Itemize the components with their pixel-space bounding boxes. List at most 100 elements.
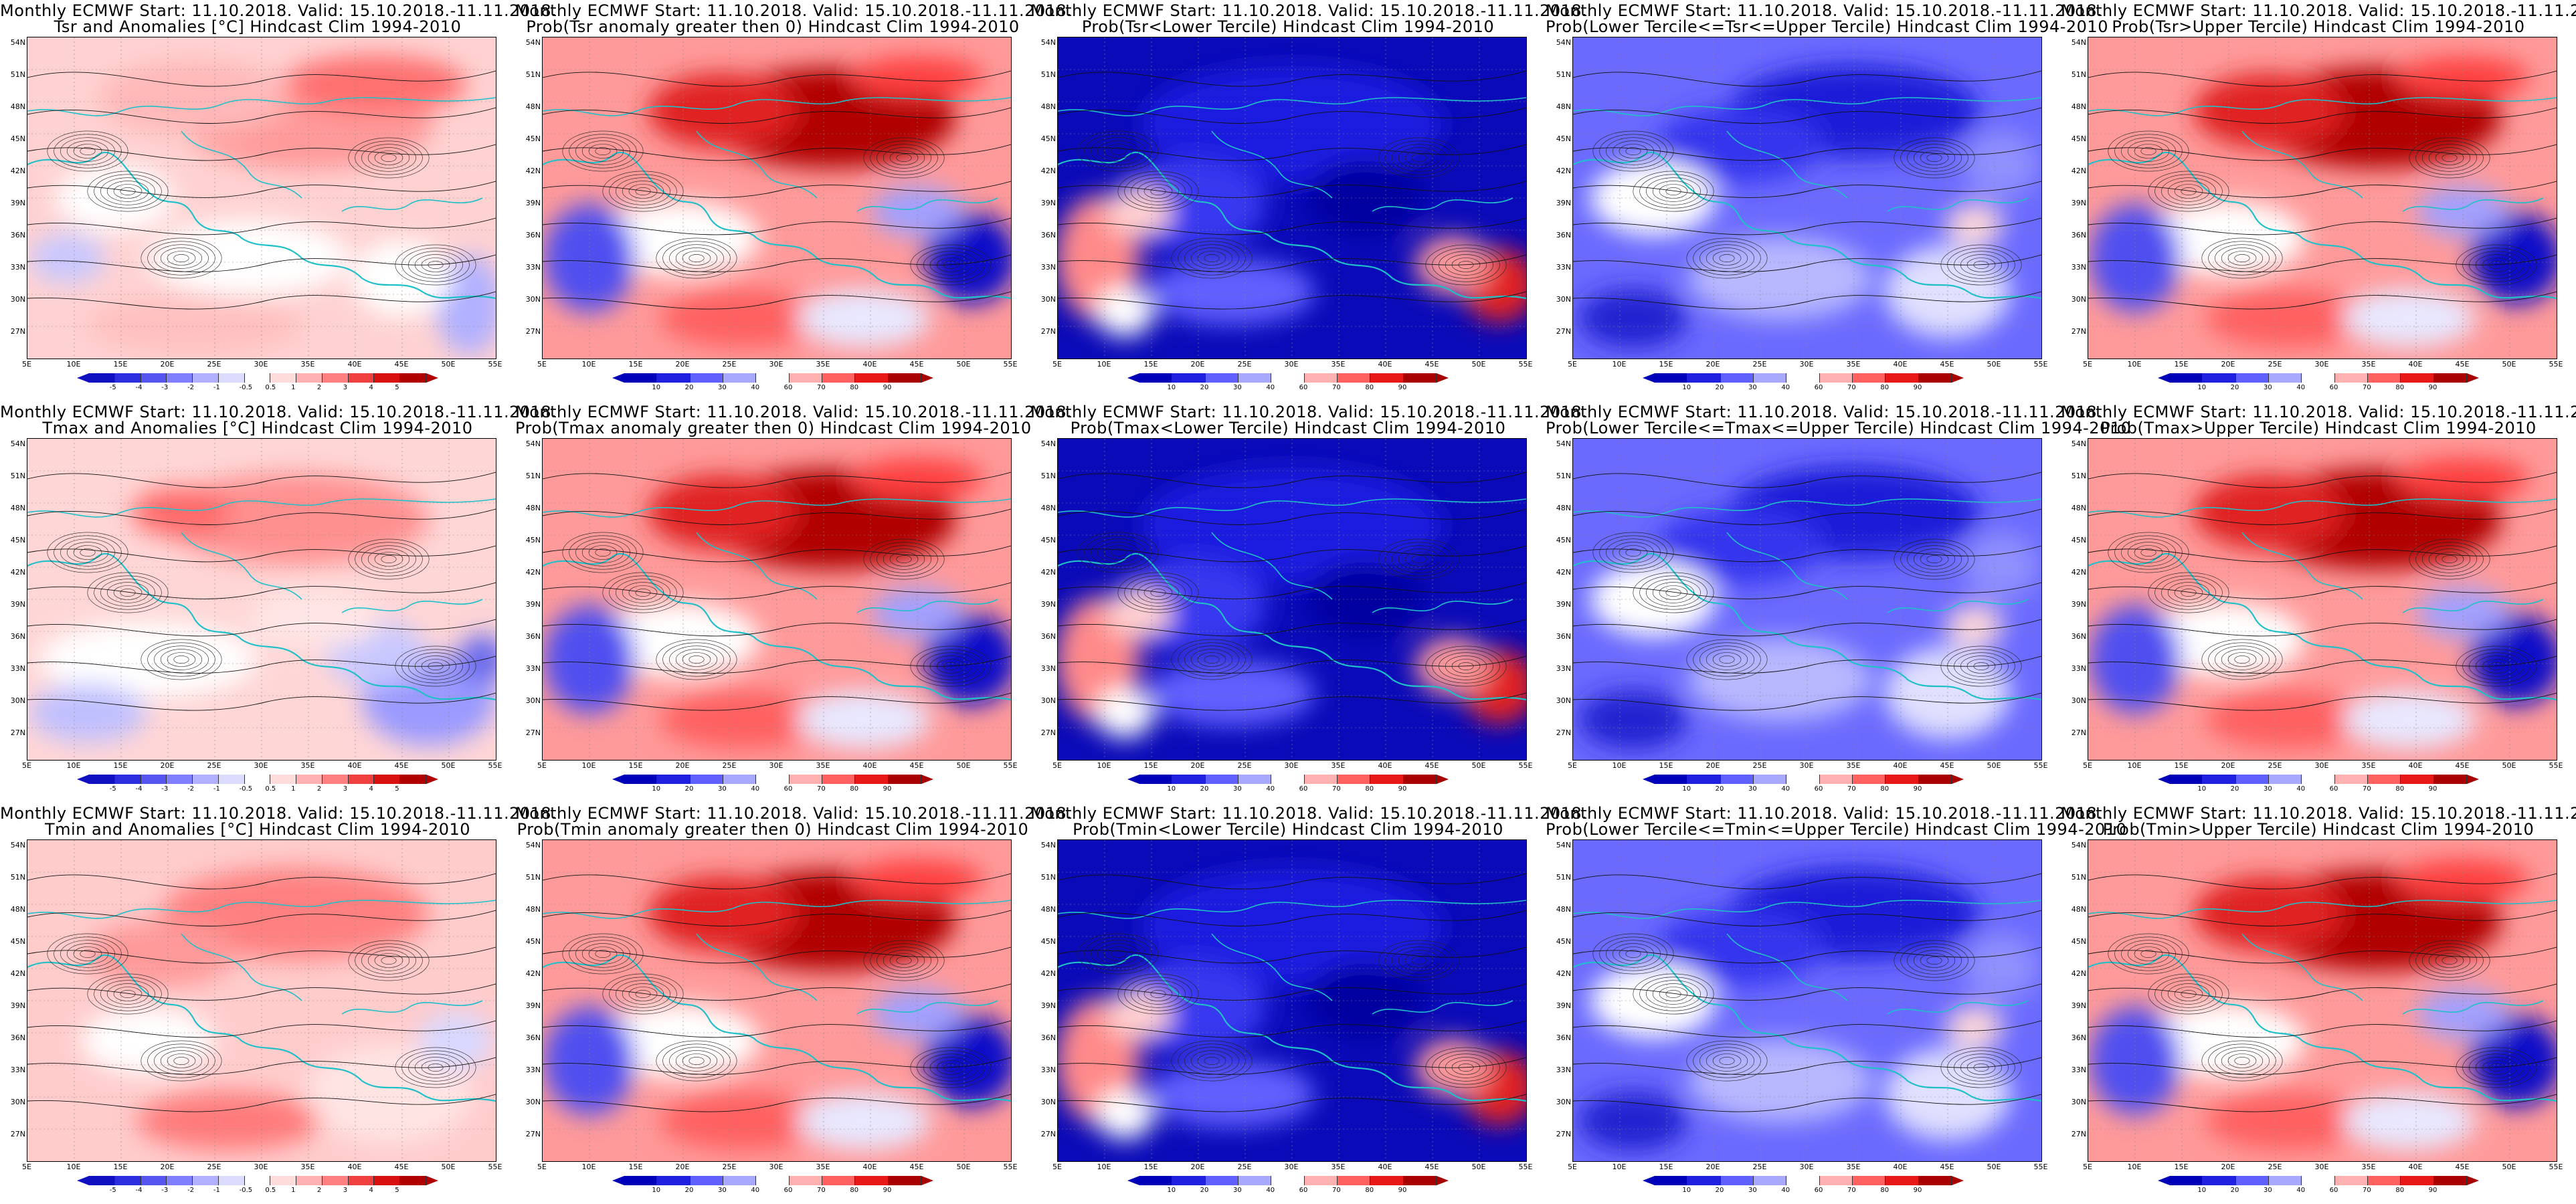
longitude-label: 30E: [2314, 761, 2329, 770]
colorbar-arrow-left: [1127, 775, 1139, 784]
colorbar-arrow-right: [426, 1176, 438, 1185]
longitude-label: 45E: [1424, 1163, 1439, 1171]
colorbar-label: 5: [395, 384, 399, 391]
latitude-label: 54N: [1040, 38, 1056, 47]
colorbar-swatch: [1819, 1176, 1853, 1185]
colorbar-label: 80: [1365, 1187, 1374, 1194]
colorbar-arrow-left: [1643, 1176, 1655, 1185]
longitude-label: 55E: [488, 360, 502, 369]
colorbar-label: 90: [1398, 1187, 1407, 1194]
latitude-label: 27N: [2071, 728, 2086, 737]
map-area: [542, 438, 1012, 761]
map-area: [1057, 37, 1527, 359]
longitude-label: 20E: [675, 761, 690, 770]
latitude-label: 30N: [1556, 295, 1571, 304]
colorbar-label: 10: [1682, 1187, 1691, 1194]
longitude-label: 5E: [22, 1163, 31, 1171]
latitude-label: 27N: [10, 327, 25, 336]
longitude-label: 45E: [909, 761, 924, 770]
longitude-label: 10E: [581, 761, 596, 770]
colorbar-swatch: [624, 373, 658, 383]
colorbar: [1127, 1176, 1449, 1185]
colorbar-swatch: [1852, 373, 1886, 383]
latitude-label: 54N: [525, 38, 541, 47]
longitude-label: 15E: [2174, 761, 2189, 770]
panel-title-header: Monthly ECMWF Start: 11.10.2018. Valid: …: [0, 403, 557, 421]
colorbar-arrow-right: [1436, 1176, 1449, 1185]
longitude-label: 50E: [441, 360, 456, 369]
forecast-panel: Monthly ECMWF Start: 11.10.2018. Valid: …: [515, 803, 1072, 1204]
longitude-label: 25E: [1752, 360, 1767, 369]
colorbar-swatch: [1687, 373, 1721, 383]
panel-title-header: Monthly ECMWF Start: 11.10.2018. Valid: …: [515, 1, 1073, 20]
latitude-label: 42N: [10, 969, 25, 978]
colorbar-swatch: [167, 775, 193, 784]
latitude-label: 39N: [10, 600, 25, 609]
latitude-label: 36N: [1556, 231, 1571, 239]
colorbar-label: 60: [1814, 384, 1823, 391]
colorbar-swatch: [1139, 775, 1173, 784]
panel-title-variable: Tmax and Anomalies [°C] Hindcast Clim 19…: [42, 419, 473, 437]
map-area: [27, 37, 496, 359]
longitude-label: 35E: [1846, 1163, 1861, 1171]
longitude-label: 5E: [1568, 1163, 1577, 1171]
colorbar-swatch: [1205, 373, 1238, 383]
colorbar-label: 10: [652, 1187, 661, 1194]
map-area: [542, 37, 1012, 359]
longitude-label: 50E: [441, 761, 456, 770]
map-area: [1057, 438, 1527, 761]
latitude-label: 45N: [10, 937, 25, 946]
colorbar-label: 60: [784, 785, 793, 793]
longitude-label: 20E: [1190, 761, 1205, 770]
latitude-label: 48N: [2071, 102, 2086, 111]
latitude-label: 39N: [2071, 1001, 2086, 1010]
latitude-label: 39N: [1556, 600, 1571, 609]
latitude-label: 30N: [1040, 1098, 1056, 1106]
colorbar-swatch: [1852, 1176, 1886, 1185]
longitude-label: 35E: [300, 761, 315, 770]
latitude-label: 51N: [1040, 873, 1056, 882]
longitude-label: 50E: [441, 1163, 456, 1171]
colorbar-arrow-right: [1951, 1176, 1964, 1185]
colorbar-swatch: [789, 775, 822, 784]
colorbar: [1643, 1176, 1964, 1185]
colorbar-label: 70: [2363, 384, 2371, 391]
map-field: [1573, 439, 2041, 760]
colorbar-swatch: [1852, 775, 1886, 784]
latitude-label: 51N: [1040, 472, 1056, 480]
colorbar-swatch: [2334, 1176, 2368, 1185]
longitude-label: 15E: [628, 360, 643, 369]
colorbar-swatch: [296, 373, 323, 383]
map-field: [2088, 439, 2557, 760]
colorbar-label: 4: [369, 384, 373, 391]
latitude-label: 51N: [2071, 873, 2086, 882]
colorbar-swatch: [789, 1176, 822, 1185]
longitude-label: 15E: [2174, 360, 2189, 369]
colorbar-label: 20: [1715, 785, 1724, 793]
colorbar-arrow-right: [2466, 373, 2479, 383]
colorbar-swatch: [322, 1176, 349, 1185]
longitude-label: 35E: [816, 1163, 830, 1171]
forecast-panel: Monthly ECMWF Start: 11.10.2018. Valid: …: [515, 0, 1073, 401]
colorbar-label: -3: [161, 384, 169, 391]
latitude-label: 39N: [1040, 1001, 1056, 1010]
colorbar-arrow-right: [1436, 373, 1449, 383]
colorbar-label: 60: [2329, 785, 2338, 793]
colorbar-label: 30: [1748, 384, 1757, 391]
latitude-label: 39N: [1556, 1001, 1571, 1010]
longitude-label: 35E: [1331, 1163, 1346, 1171]
latitude-label: 54N: [525, 439, 541, 448]
longitude-label: 45E: [1424, 360, 1439, 369]
longitude-label: 35E: [2361, 360, 2376, 369]
latitude-label: 36N: [10, 632, 25, 641]
longitude-label: 5E: [1568, 761, 1577, 770]
colorbar: [2158, 775, 2479, 784]
colorbar-swatch: [218, 1176, 245, 1185]
colorbar-swatch: [1370, 373, 1404, 383]
latitude-label: 45N: [10, 134, 25, 143]
colorbar: [1643, 373, 1964, 383]
panel-title-header: Monthly ECMWF Start: 11.10.2018. Valid: …: [2061, 403, 2576, 421]
latitude-label: 39N: [1556, 199, 1571, 207]
colorbar-swatch: [1370, 775, 1404, 784]
longitude-label: 10E: [1097, 1163, 1111, 1171]
